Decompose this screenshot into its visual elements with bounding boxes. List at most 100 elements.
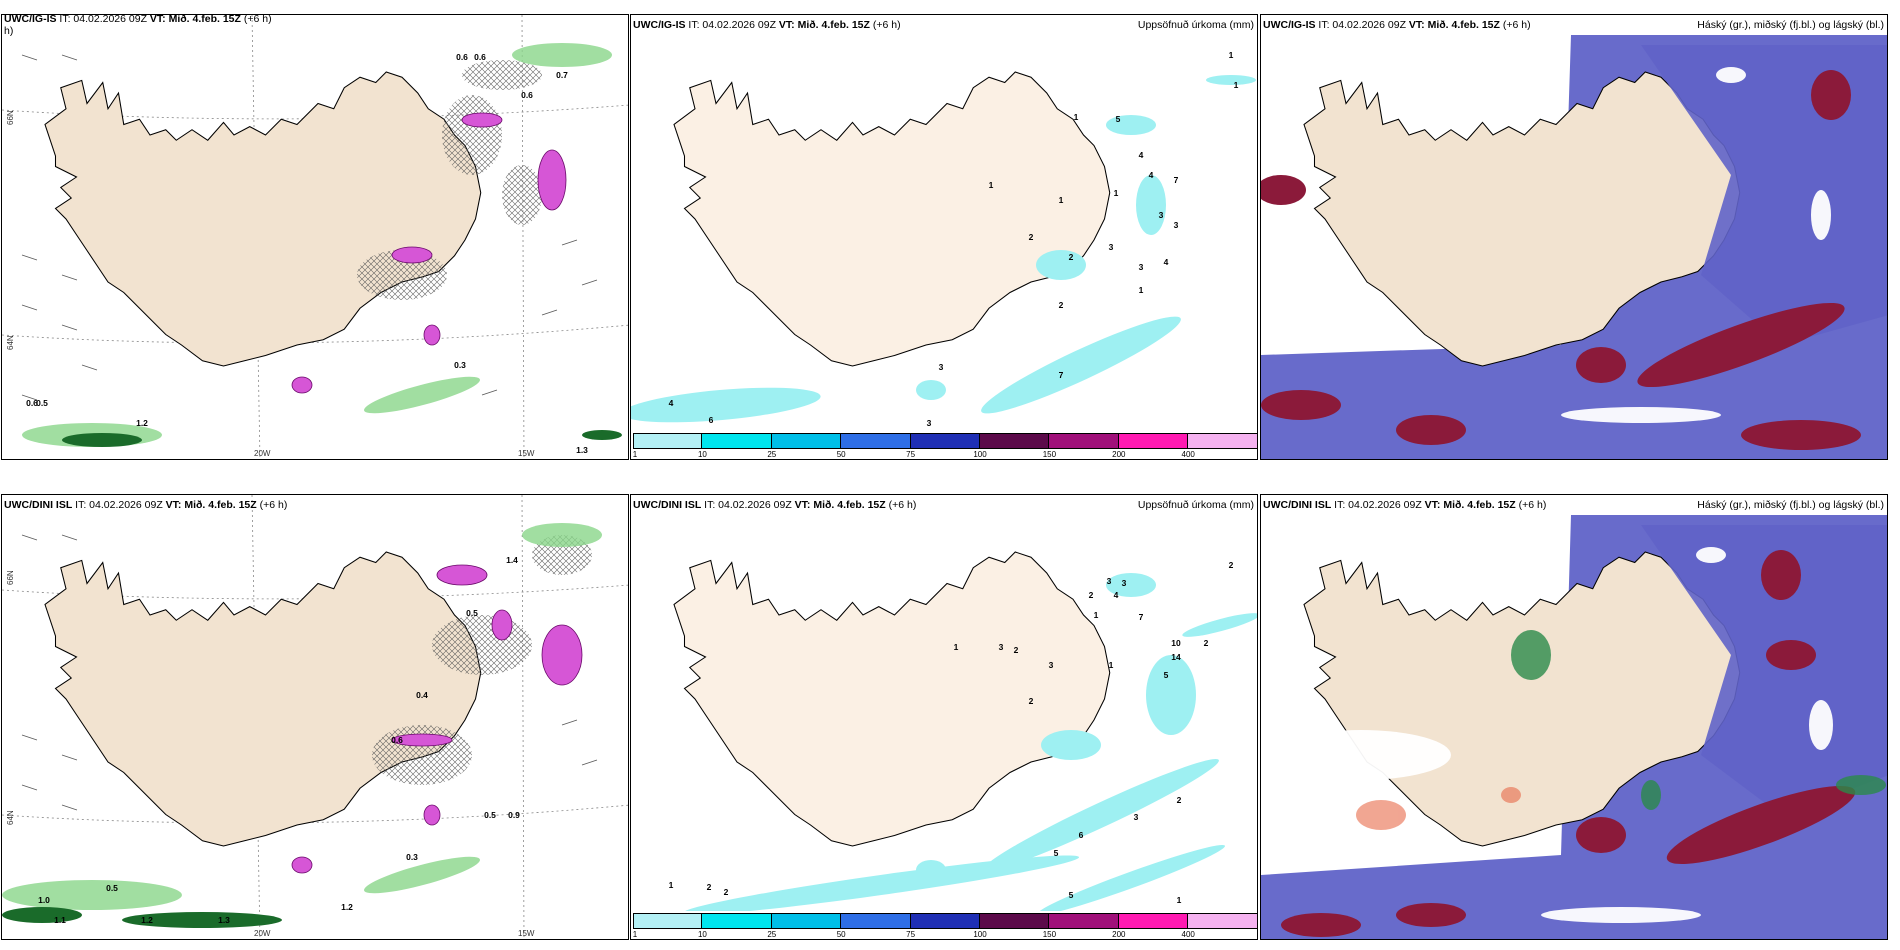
colorbar-swatch xyxy=(1118,913,1189,929)
precip-label: 2 xyxy=(1088,590,1094,600)
contour-label: 1.2 xyxy=(341,902,353,912)
panel-field-title: Uppsöfnuð úrkoma (mm) xyxy=(1137,19,1254,31)
precip-label: 7 xyxy=(1058,370,1064,380)
colorbar-swatch xyxy=(841,913,911,929)
panel-field-title: Uppsöfnuð úrkoma (mm) xyxy=(1137,499,1254,511)
colorbar-swatch xyxy=(1049,433,1119,449)
map-panel-clouds-igis: UWC/IG-IS IT: 04.02.2026 09Z VT: Mið. 4.… xyxy=(1260,14,1888,460)
colorbar-tick: 150 xyxy=(1042,930,1057,939)
precip-label: 6 xyxy=(1078,830,1084,840)
precip-label: 1 xyxy=(1058,195,1064,205)
colorbar-swatch xyxy=(1188,433,1257,449)
contour-label: 0.5 xyxy=(36,398,48,408)
contour-label: 0.6 xyxy=(391,735,403,745)
map-panel-wind-snow-dini: UWC/DINI ISL IT: 04.02.2026 09Z VT: Mið.… xyxy=(1,494,629,940)
longitude-label: 20W xyxy=(254,929,271,938)
precip-label: 2 xyxy=(1176,795,1182,805)
contour-label: 1.2 xyxy=(136,418,148,428)
precip-label: 2 xyxy=(1058,300,1064,310)
precip-label: 5 xyxy=(1115,114,1121,124)
colorbar-tick: 50 xyxy=(836,930,846,939)
precip-label: 1 xyxy=(668,880,674,890)
precip-label: 4 xyxy=(1138,150,1144,160)
panel-title: UWC/IG-IS IT: 04.02.2026 09Z VT: Mið. 4.… xyxy=(1263,19,1531,31)
precip-label: 3 xyxy=(998,642,1004,652)
contour-label: 1.4 xyxy=(506,555,518,565)
precip-label: 2 xyxy=(723,887,729,897)
colorbar-swatch xyxy=(910,433,980,449)
precip-label: 1 xyxy=(1093,610,1099,620)
precip-label: 2 xyxy=(1228,560,1234,570)
precip-label: 10 xyxy=(1171,638,1181,648)
precip-label: 1 xyxy=(1138,285,1144,295)
colorbar-tick: 75 xyxy=(906,450,916,459)
precip-label: 1 xyxy=(1228,50,1234,60)
precip-label: 1 xyxy=(988,180,994,190)
precip-label: 3 xyxy=(926,418,932,428)
precip-label: 2 xyxy=(1203,638,1209,648)
precip-label: 3 xyxy=(1133,812,1139,822)
precip-label: 5 xyxy=(1068,890,1074,900)
contour-label: 0.6 xyxy=(474,52,486,62)
colorbar-tick: 25 xyxy=(767,450,777,459)
precip-label: 3 xyxy=(1138,262,1144,272)
contour-label: 1.1 xyxy=(54,915,66,925)
colorbar-swatch xyxy=(979,913,1050,929)
colorbar-tick: 200 xyxy=(1112,450,1126,459)
precip-label: 3 xyxy=(1121,578,1127,588)
precip-label: 2 xyxy=(1068,252,1074,262)
contour-label: 0.3 xyxy=(454,360,466,370)
precip-label: 5 xyxy=(1163,670,1169,680)
contour-label: 0.6 xyxy=(521,90,533,100)
colorbar-swatch xyxy=(771,913,842,929)
map-canvas xyxy=(1261,515,1887,939)
precip-label: 1 xyxy=(953,642,959,652)
precip-colorbar: 1 10 25 50 75 100 150 200 400 xyxy=(631,911,1257,939)
precip-label: 1 xyxy=(1073,112,1079,122)
precip-label: 7 xyxy=(1138,612,1144,622)
map-panel-clouds-dini: UWC/DINI ISL IT: 04.02.2026 09Z VT: Mið.… xyxy=(1260,494,1888,940)
precip-label: 1 xyxy=(1108,660,1114,670)
contour-label: 0.5 xyxy=(466,608,478,618)
colorbar-tick: 10 xyxy=(697,450,707,459)
longitude-label: 15W xyxy=(518,929,535,938)
precip-colorbar: 1 10 25 50 75 100 150 200 400 xyxy=(631,431,1257,459)
map-canvas xyxy=(2,15,628,459)
colorbar-tick: 400 xyxy=(1181,930,1195,939)
precip-label: 6 xyxy=(708,415,714,425)
panel-title: UWC/DINI ISL IT: 04.02.2026 09Z VT: Mið.… xyxy=(633,499,917,511)
colorbar-tick: 75 xyxy=(906,930,916,939)
colorbar-swatch xyxy=(1188,913,1257,929)
precip-label: 3 xyxy=(1048,660,1054,670)
panel-field-title: Háský (gr.), miðský (fj.bl.) og lágský (… xyxy=(1697,499,1884,511)
colorbar-tick: 10 xyxy=(697,930,707,939)
precip-label: 2 xyxy=(706,882,712,892)
contour-label: 1.3 xyxy=(576,445,588,455)
colorbar-swatch xyxy=(633,433,703,449)
contour-label: 1.0 xyxy=(38,895,50,905)
colorbar-swatch xyxy=(1049,913,1119,929)
panel-title: UWC/DINI ISL IT: 04.02.2026 09Z VT: Mið.… xyxy=(4,499,288,511)
latitude-label: 66N xyxy=(6,110,15,125)
precip-label: 2 xyxy=(1013,645,1019,655)
precip-label: 5 xyxy=(1053,848,1059,858)
map-canvas xyxy=(2,495,628,939)
precip-label: 2 xyxy=(1028,232,1034,242)
precip-label: 2 xyxy=(1028,696,1034,706)
colorbar-swatch xyxy=(771,433,842,449)
precip-label: 4 xyxy=(1113,590,1119,600)
map-panel-precip-igis: UWC/IG-IS IT: 04.02.2026 09Z VT: Mið. 4.… xyxy=(630,14,1258,460)
colorbar-tick: 100 xyxy=(973,450,987,459)
colorbar-swatch xyxy=(1118,433,1189,449)
map-panel-precip-dini: UWC/DINI ISL IT: 04.02.2026 09Z VT: Mið.… xyxy=(630,494,1258,940)
colorbar-tick: 200 xyxy=(1112,930,1126,939)
map-panel-wind-snow-igis: UWC/IG-IS IT: 04.02.2026 09Z VT: Mið. 4.… xyxy=(1,14,629,460)
precip-label: 1 xyxy=(1233,80,1239,90)
panel-field-title: Háský (gr.), miðský (fj.bl.) og lágský (… xyxy=(1697,19,1884,31)
contour-label: 1.3 xyxy=(218,915,230,925)
longitude-label: 20W xyxy=(254,449,271,458)
longitude-label: 15W xyxy=(518,449,535,458)
contour-label: 0.6 xyxy=(26,398,38,408)
colorbar-tick: 400 xyxy=(1181,450,1195,459)
colorbar-swatch xyxy=(633,913,703,929)
